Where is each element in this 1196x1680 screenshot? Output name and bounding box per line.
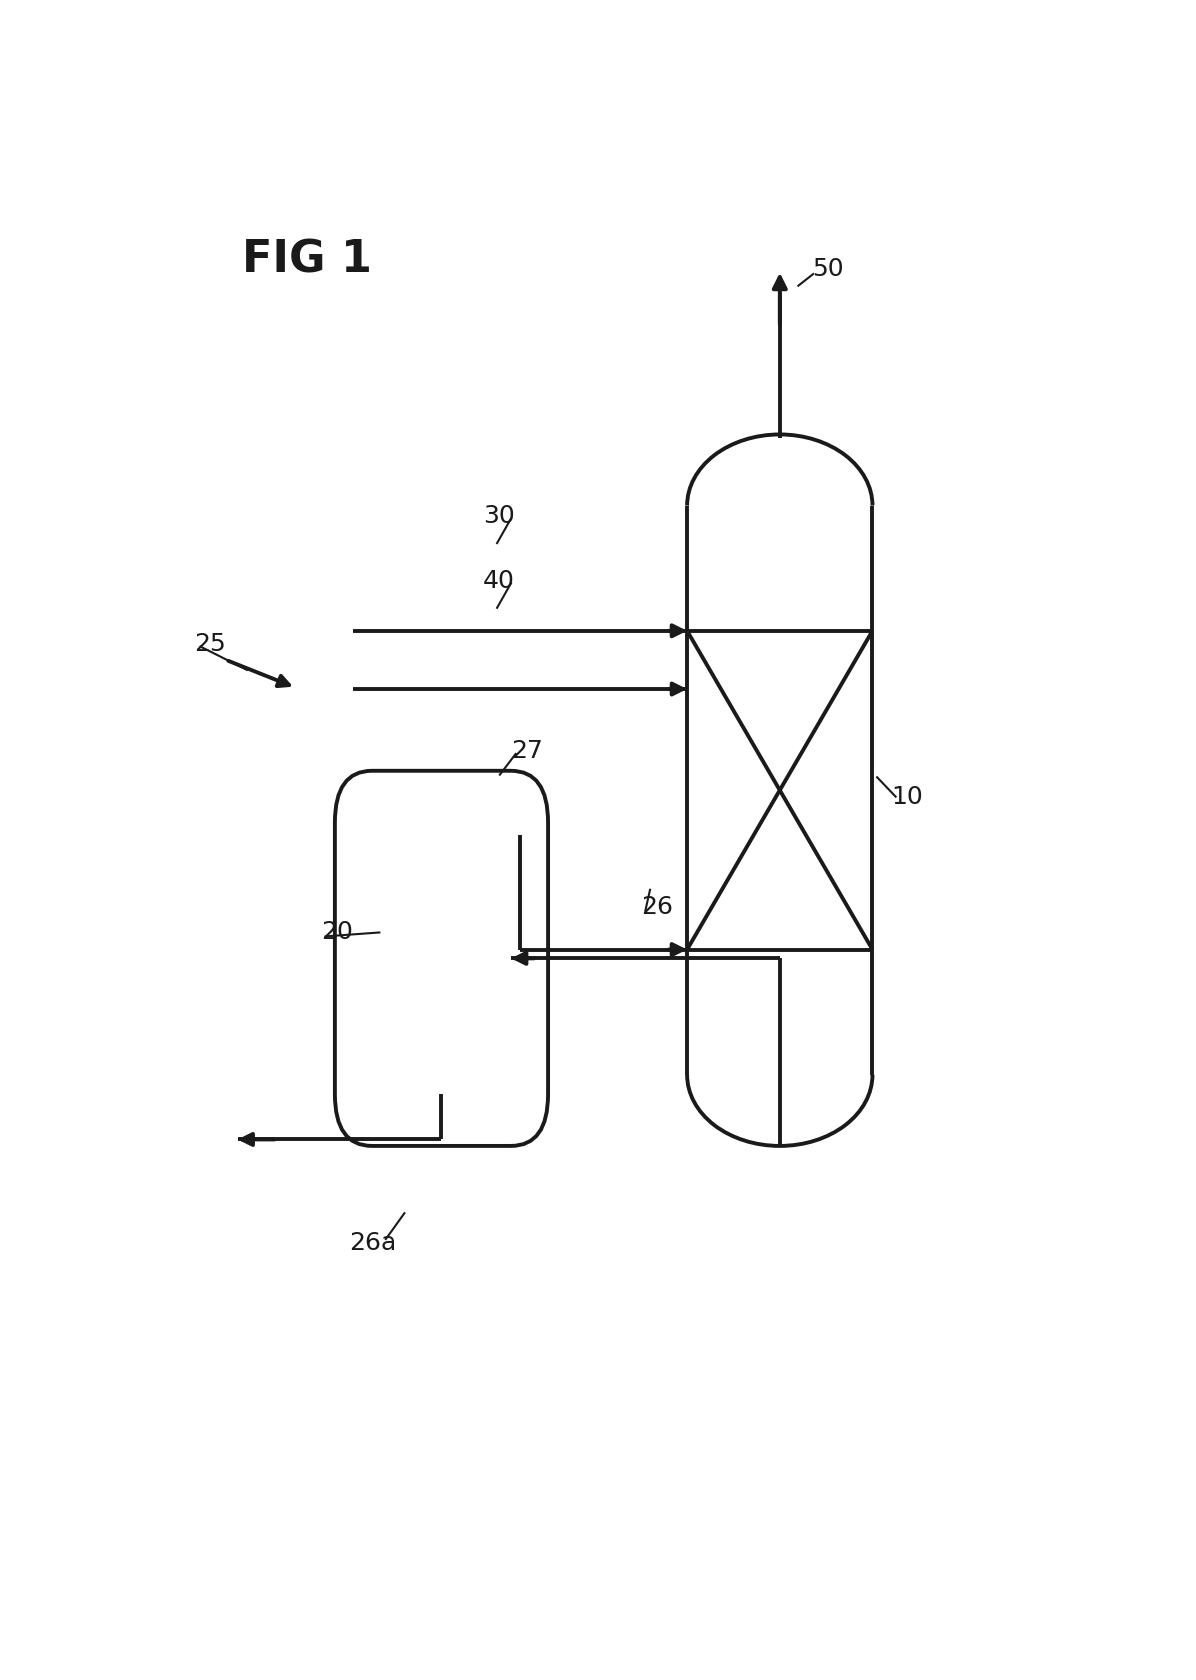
Text: 20: 20 (321, 921, 353, 944)
Text: 30: 30 (483, 504, 515, 528)
Text: 26: 26 (641, 895, 673, 919)
Text: 50: 50 (812, 257, 844, 281)
Text: 10: 10 (891, 785, 923, 808)
Text: 27: 27 (511, 739, 543, 763)
Text: 26a: 26a (349, 1231, 396, 1255)
Text: 40: 40 (483, 568, 515, 593)
Text: FIG 1: FIG 1 (242, 239, 372, 281)
Text: 25: 25 (194, 632, 226, 655)
